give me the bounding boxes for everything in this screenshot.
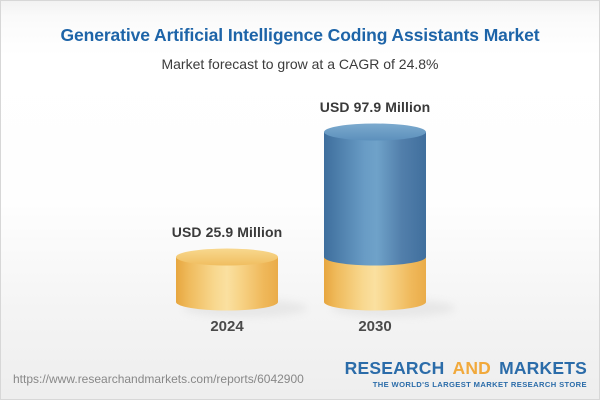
bar-2030-segment xyxy=(324,132,426,266)
bar-2030-top xyxy=(324,123,426,141)
category-label-2024: 2024 xyxy=(210,318,244,335)
value-label-2024: USD 25.9 Million xyxy=(171,223,283,240)
category-label-2030: 2030 xyxy=(358,318,392,335)
report-url[interactable]: https://www.researchandmarkets.com/repor… xyxy=(13,372,304,386)
logo-tagline: THE WORLD'S LARGEST MARKET RESEARCH STOR… xyxy=(372,379,587,389)
logo-word-and: AND xyxy=(452,358,491,379)
bar-2024-top xyxy=(176,248,278,266)
bar-2030-segment xyxy=(324,257,426,311)
research-and-markets-logo: RESEARCH AND MARKETS THE WORLD'S LARGEST… xyxy=(342,359,587,389)
logo-word-research: RESEARCH xyxy=(344,358,445,379)
value-label-2030: USD 97.9 Million xyxy=(319,98,431,115)
chart-subtitle: Market forecast to grow at a CAGR of 24.… xyxy=(161,56,439,72)
logo-word-markets: MARKETS xyxy=(499,358,587,379)
bar-2024-segment xyxy=(176,257,278,311)
logo-wordmark: RESEARCH AND MARKETS xyxy=(342,359,587,378)
chart-title: Generative Artificial Intelligence Codin… xyxy=(60,25,540,45)
